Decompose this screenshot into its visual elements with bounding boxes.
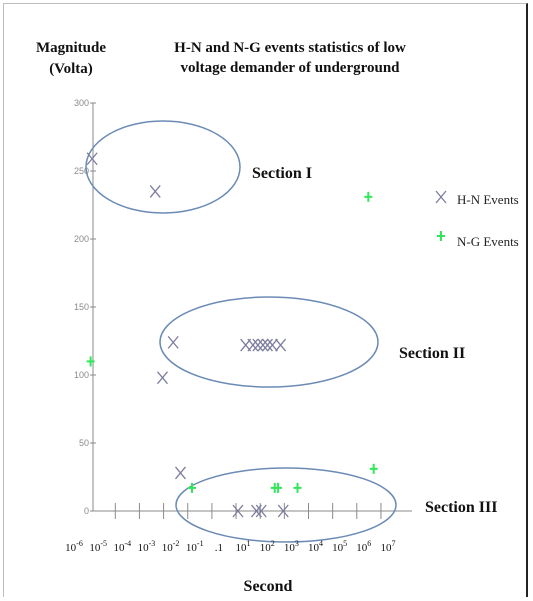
x-tick-label: 10-1 <box>186 539 204 554</box>
section-1-label: Section I <box>252 165 312 182</box>
y-tick-label: 300 <box>74 98 89 108</box>
legend-marker-h-n <box>435 190 447 204</box>
y-ticks: 0 50 100 150 200 250 300 <box>74 98 96 516</box>
h-n-event-point <box>156 371 168 385</box>
y-axis-label-line-2: (Volta) <box>49 61 93 77</box>
x-tick-label: 103 <box>284 539 299 554</box>
x-tick-label: 104 <box>308 539 323 554</box>
y-tick-label: 0 <box>84 506 89 516</box>
x-tick-label: 105 <box>332 539 347 554</box>
y-tick-label: 200 <box>74 234 89 244</box>
h-n-event-point <box>86 152 98 166</box>
n-g-event-point <box>364 191 373 202</box>
x-tick-label: 10-5 <box>89 539 107 554</box>
legend-label-h-n: H-N Events <box>457 192 519 207</box>
h-n-event-point <box>266 338 278 352</box>
h-n-event-point <box>247 338 259 352</box>
y-tick-label: 50 <box>79 438 89 448</box>
h-n-event-point <box>232 504 244 518</box>
chart-title-line-2: voltage demander of underground <box>180 60 400 76</box>
x-tick-label: 10-2 <box>162 539 180 554</box>
data-points <box>86 152 378 518</box>
section-2-label: Section II <box>399 345 465 362</box>
legend-label-n-g: N-G Events <box>457 234 519 249</box>
x-tick-label: .1 <box>215 542 223 554</box>
n-g-event-point <box>188 482 197 493</box>
section-3-label: Section III <box>425 499 497 516</box>
n-g-event-point <box>86 356 95 367</box>
x-tick-label: 106 <box>356 539 371 554</box>
h-n-event-point <box>252 338 264 352</box>
h-n-event-point <box>167 335 179 349</box>
x-tick-label: 102 <box>260 539 275 554</box>
n-g-event-point <box>293 482 302 493</box>
h-n-event-point <box>250 504 262 518</box>
x-tick-label: 107 <box>380 539 395 554</box>
y-tick-label: 100 <box>74 370 89 380</box>
n-g-event-point <box>369 463 378 474</box>
legend: H-N Events N-G Events <box>435 190 519 249</box>
h-n-event-point <box>261 338 273 352</box>
section-2-ellipse <box>159 296 379 388</box>
h-n-event-point <box>149 184 161 198</box>
h-n-event-point <box>255 504 267 518</box>
h-n-event-point <box>174 466 186 480</box>
chart-frame <box>3 3 528 597</box>
section-3-ellipse <box>175 467 397 543</box>
h-n-event-point <box>257 338 269 352</box>
h-n-event-point <box>277 504 289 518</box>
y-tick-label: 250 <box>74 166 89 176</box>
x-tick-label: 10-3 <box>138 539 156 554</box>
x-axis-label: Second <box>244 578 293 595</box>
n-g-event-point <box>274 482 283 493</box>
x-tick-label: 10-6 <box>65 539 83 554</box>
y-tick-label: 150 <box>74 302 89 312</box>
legend-marker-n-g <box>437 231 445 241</box>
y-axis-label-line-1: Magnitude <box>36 40 106 56</box>
x-tick-label: 10-4 <box>113 539 131 554</box>
x-tick-label: 101 <box>236 539 251 554</box>
h-n-event-point <box>275 338 287 352</box>
chart-title-line-1: H-N and N-G events statistics of low <box>174 40 406 56</box>
section-1-ellipse <box>85 120 241 214</box>
